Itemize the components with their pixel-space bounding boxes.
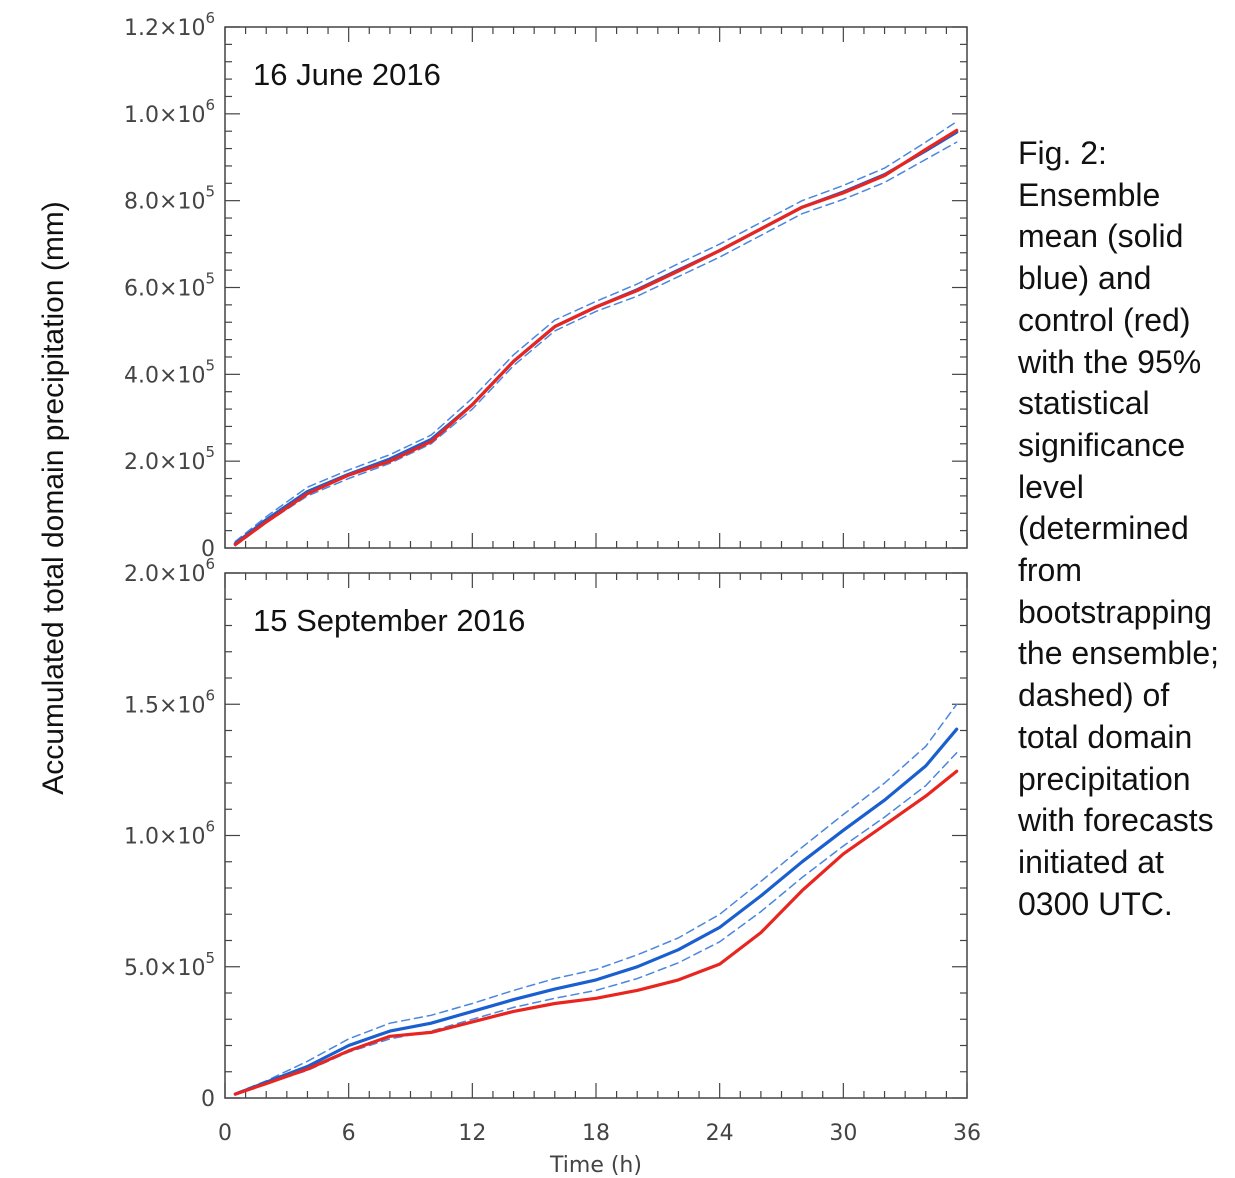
series-line-significance-upper [234,703,958,1095]
series-line-ensemble-mean [233,727,959,1096]
y-tick-label: 4.0×105 [124,356,215,388]
plot-frame [224,26,968,549]
x-tick-label: 18 [582,1121,610,1146]
panel-label: 16 June 2016 [253,57,441,92]
x-tick-label: 24 [706,1121,734,1146]
x-tick-label: 0 [218,1121,232,1146]
series-line-ensemble-mean [233,130,959,546]
y-tick-label: 0 [201,1087,215,1112]
x-axis-label: Time (h) [549,1153,642,1178]
series-line-significance-upper [234,120,958,543]
y-tick-label: 6.0×105 [124,270,215,302]
x-tick-label: 30 [829,1121,857,1146]
x-tick-label: 12 [458,1121,486,1146]
y-tick-label: 0 [201,537,215,562]
y-tick-label: 1.5×106 [124,686,215,718]
y-tick-label: 2.0×105 [124,443,215,475]
y-tick-label: 8.0×105 [124,183,215,215]
y-tick-label: 1.2×106 [124,9,215,41]
x-tick-label: 36 [953,1121,981,1146]
y-tick-label: 1.0×106 [124,818,215,850]
series-line-control [233,128,959,547]
figure-caption: Fig. 2: Ensemble mean (solid blue) and c… [1018,135,1220,922]
panel-16-june-2016: 0 2.0×105 4.0×105 6.0×105 8.0×105 1.0×106 1.2×… [124,9,968,562]
panel-label: 15 September 2016 [253,603,525,638]
series-line-significance-lower [234,141,958,547]
y-tick-label: 5.0×105 [124,949,215,981]
series-line-significance-lower [234,752,958,1096]
y-tick-label: 1.0×106 [124,96,215,128]
x-tick-label: 6 [342,1121,356,1146]
y-axis-label: Accumulated total domain precipitation (… [37,201,70,795]
plot-frame [224,572,968,1099]
series-line-control [233,769,959,1096]
